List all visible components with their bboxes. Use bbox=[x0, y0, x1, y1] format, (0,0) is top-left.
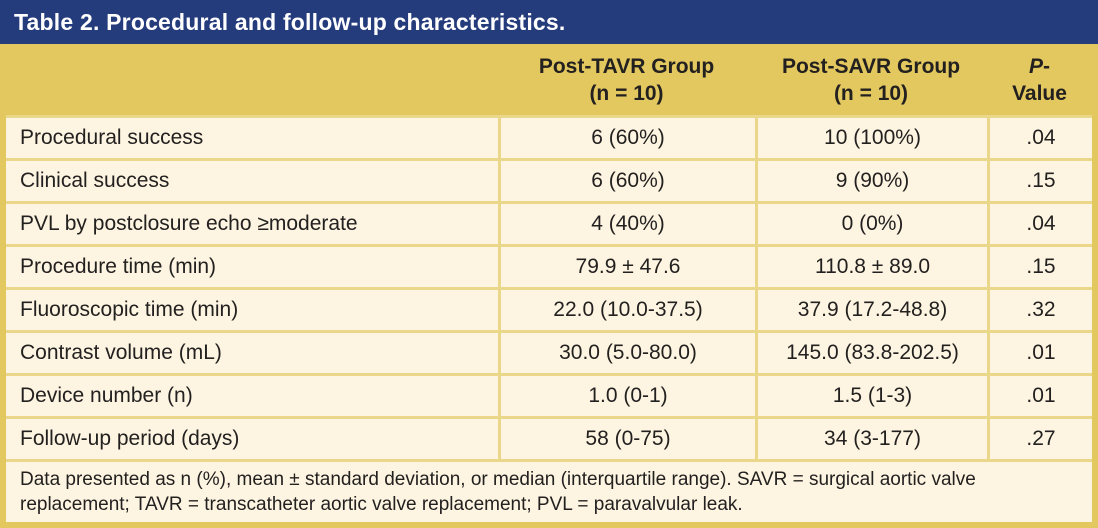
table-row: Procedure time (min) 79.9 ± 47.6 110.8 ± 8… bbox=[6, 244, 1092, 287]
table-row: Procedural success 6 (60%) 10 (100%) .04 bbox=[6, 115, 1092, 158]
p-value: .15 bbox=[987, 244, 1092, 287]
tavr-value: 30.0 (5.0-80.0) bbox=[498, 330, 755, 373]
table-footnote: Data presented as n (%), mean ± standard… bbox=[6, 459, 1092, 522]
p-value: .04 bbox=[987, 201, 1092, 244]
row-label: Procedural success bbox=[6, 115, 498, 158]
header-empty-cell bbox=[6, 44, 498, 115]
tavr-value: 79.9 ± 47.6 bbox=[498, 244, 755, 287]
row-label: Contrast volume (mL) bbox=[6, 330, 498, 373]
row-label: Fluoroscopic time (min) bbox=[6, 287, 498, 330]
savr-value: 0 (0%) bbox=[755, 201, 987, 244]
tavr-value: 1.0 (0-1) bbox=[498, 373, 755, 416]
p-value: .04 bbox=[987, 115, 1092, 158]
header-post-savr: Post-SAVR Group (n = 10) bbox=[755, 44, 987, 115]
p-value-italic-p: P bbox=[1028, 54, 1043, 78]
tavr-value: 58 (0-75) bbox=[498, 416, 755, 459]
table-row: Clinical success 6 (60%) 9 (90%) .15 bbox=[6, 158, 1092, 201]
savr-value: 1.5 (1-3) bbox=[755, 373, 987, 416]
p-value: .32 bbox=[987, 287, 1092, 330]
table-frame: Post-TAVR Group (n = 10) Post-SAVR Group… bbox=[0, 44, 1098, 528]
table-row: Contrast volume (mL) 30.0 (5.0-80.0) 145.0… bbox=[6, 330, 1092, 373]
savr-value: 110.8 ± 89.0 bbox=[755, 244, 987, 287]
row-label: Procedure time (min) bbox=[6, 244, 498, 287]
tavr-value: 6 (60%) bbox=[498, 158, 755, 201]
header-post-savr-line2: (n = 10) bbox=[833, 81, 909, 105]
table-body: Procedural success 6 (60%) 10 (100%) .04 Cli… bbox=[6, 115, 1092, 459]
tavr-value: 4 (40%) bbox=[498, 201, 755, 244]
tavr-value: 6 (60%) bbox=[498, 115, 755, 158]
header-post-tavr-line2: (n = 10) bbox=[589, 81, 664, 105]
p-value: .15 bbox=[987, 158, 1092, 201]
header-p-value: P- Value bbox=[987, 44, 1092, 115]
savr-value: 9 (90%) bbox=[755, 158, 987, 201]
header-post-tavr: Post-TAVR Group (n = 10) bbox=[498, 44, 755, 115]
row-label: Device number (n) bbox=[6, 373, 498, 416]
p-value: .27 bbox=[987, 416, 1092, 459]
p-value: .01 bbox=[987, 330, 1092, 373]
savr-value: 34 (3-177) bbox=[755, 416, 987, 459]
table-row: Fluoroscopic time (min) 22.0 (10.0-37.5) 3… bbox=[6, 287, 1092, 330]
p-value-line2: Value bbox=[1012, 81, 1067, 105]
table-row: Follow-up period (days) 58 (0-75) 34 (3-17… bbox=[6, 416, 1092, 459]
table-row: Device number (n) 1.0 (0-1) 1.5 (1-3) .01 bbox=[6, 373, 1092, 416]
row-label: PVL by postclosure echo ≥moderate bbox=[6, 201, 498, 244]
savr-value: 37.9 (17.2-48.8) bbox=[755, 287, 987, 330]
row-label: Follow-up period (days) bbox=[6, 416, 498, 459]
header-post-tavr-line1: Post-TAVR Group bbox=[538, 54, 715, 78]
p-value-hyphen: - bbox=[1043, 54, 1050, 78]
row-label: Clinical success bbox=[6, 158, 498, 201]
header-row: Post-TAVR Group (n = 10) Post-SAVR Group… bbox=[6, 44, 1092, 115]
table-title: Table 2. Procedural and follow-up charac… bbox=[14, 8, 566, 35]
table-title-bar: Table 2. Procedural and follow-up charac… bbox=[0, 0, 1098, 44]
p-value: .01 bbox=[987, 373, 1092, 416]
characteristics-table: Post-TAVR Group (n = 10) Post-SAVR Group… bbox=[6, 44, 1092, 459]
tavr-value: 22.0 (10.0-37.5) bbox=[498, 287, 755, 330]
header-post-savr-line1: Post-SAVR Group bbox=[781, 54, 961, 78]
savr-value: 145.0 (83.8-202.5) bbox=[755, 330, 987, 373]
table-row: PVL by postclosure echo ≥moderate 4 (40%)… bbox=[6, 201, 1092, 244]
savr-value: 10 (100%) bbox=[755, 115, 987, 158]
